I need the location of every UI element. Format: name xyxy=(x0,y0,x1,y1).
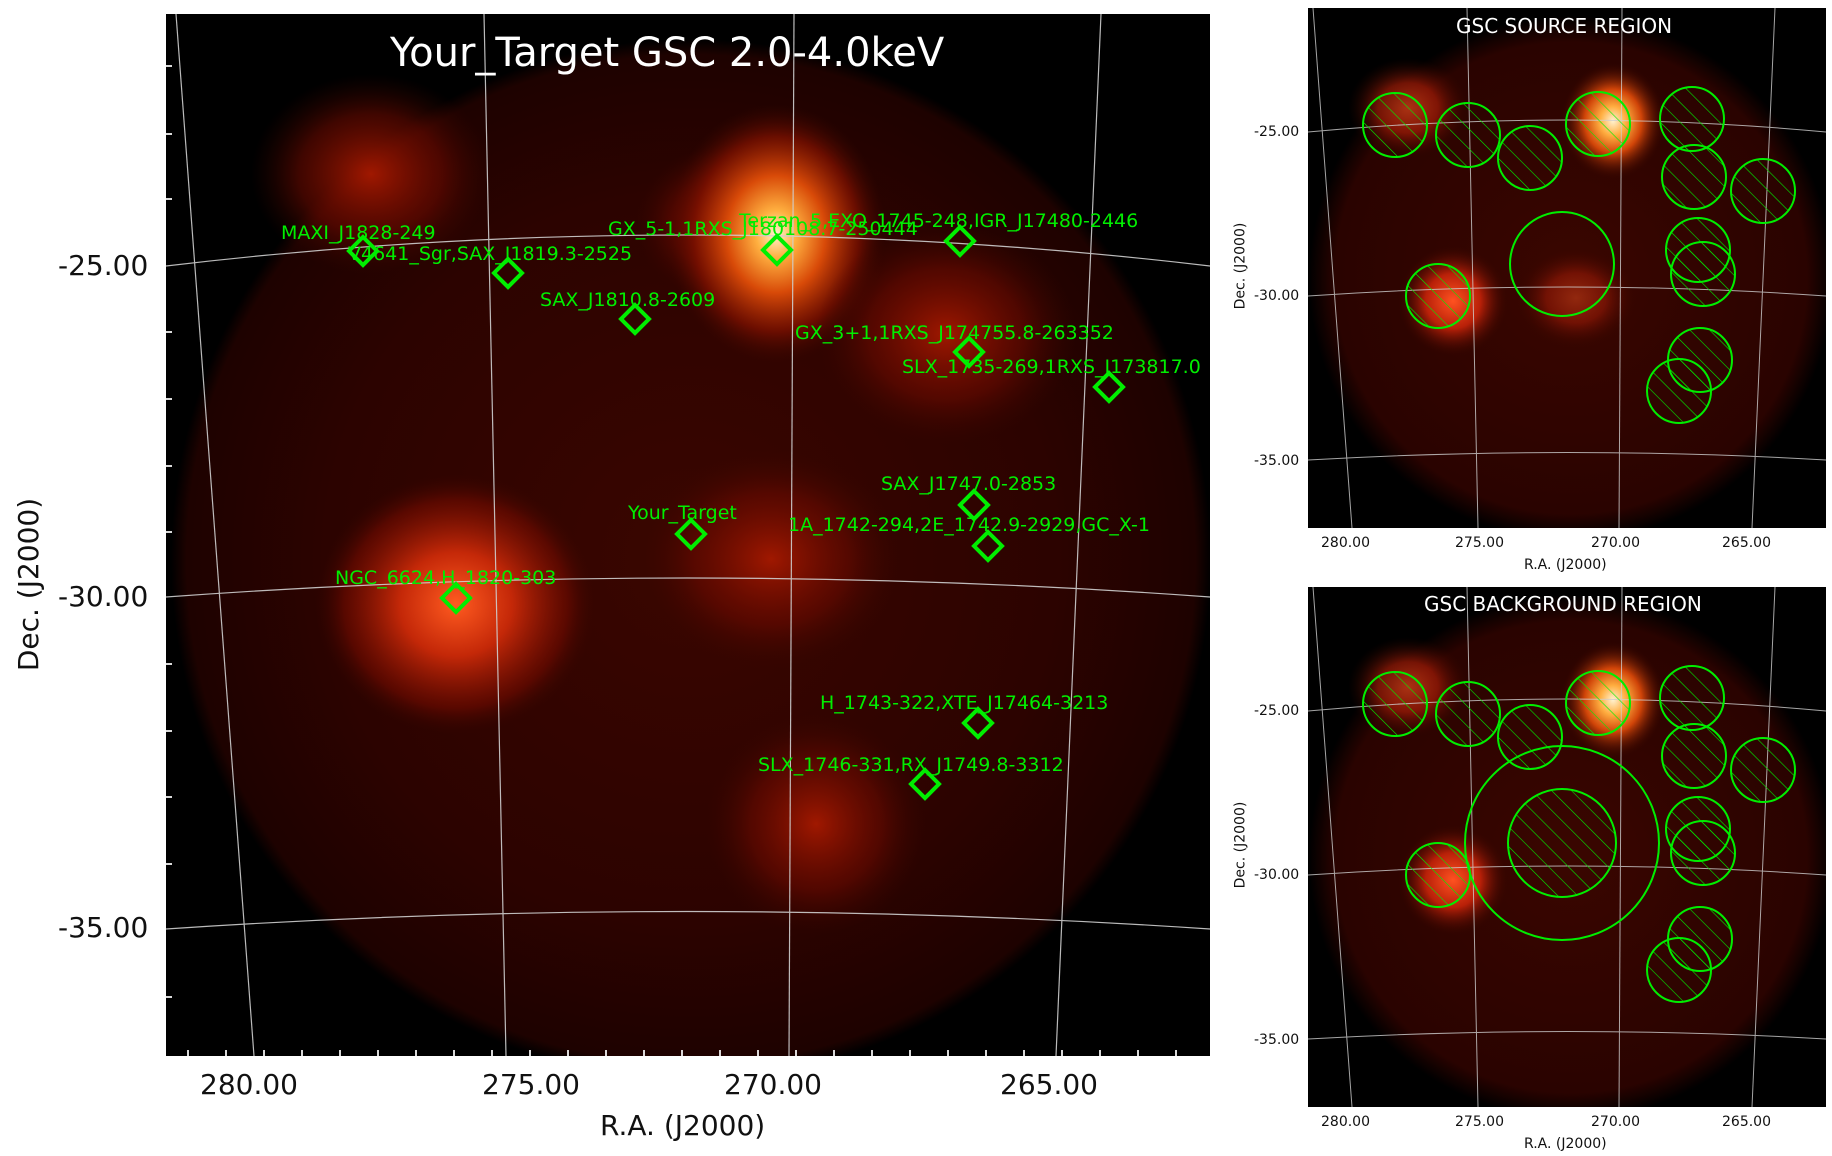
background-region-image xyxy=(1308,587,1826,1107)
y-tick-label: -25.00 xyxy=(1254,703,1300,719)
source-label: SLX_1735-269,1RXS_J173817.0 xyxy=(902,356,1201,378)
y-tick-label: -30.00 xyxy=(58,580,149,613)
source-region-image xyxy=(1308,8,1826,528)
x-tick-label: 270.00 xyxy=(724,1068,822,1101)
source-marker xyxy=(961,706,995,740)
source-label: GX_5-1,1RXS_J180108.7-250444 xyxy=(608,218,918,240)
y-tick-label: -30.00 xyxy=(1254,867,1300,883)
x-tick-label: 265.00 xyxy=(1722,535,1771,551)
x-tick-label: 280.00 xyxy=(1321,535,1370,551)
main-sky-map: MAXI_J1828-249 V4641_Sgr,SAX_J1819.3-252… xyxy=(166,14,1210,1056)
main-title: Your_Target GSC 2.0-4.0keV xyxy=(390,30,945,76)
source-label: Terzan_5,EXO_1745-248,IGR_J17480-2446 xyxy=(738,210,1138,232)
background-panel-title: GSC BACKGROUND REGION xyxy=(1424,592,1702,616)
y-tick-label: -35.00 xyxy=(1254,453,1300,469)
x-tick-label: 270.00 xyxy=(1591,1114,1640,1130)
background-region-map xyxy=(1308,587,1826,1107)
coordinate-grid xyxy=(166,14,1210,1056)
y-tick-label: -35.00 xyxy=(1254,1032,1300,1048)
exclusion-circle xyxy=(1405,263,1471,329)
source-label: 1A_1742-294,2E_1742.9-2929,GC_X-1 xyxy=(788,514,1150,536)
exclusion-circle xyxy=(1659,86,1725,152)
source-panel-title: GSC SOURCE REGION xyxy=(1456,14,1673,38)
exclusion-circle xyxy=(1646,358,1712,424)
x-tick-label: 280.00 xyxy=(200,1068,298,1101)
source-markers xyxy=(346,224,1126,801)
exclusion-circle xyxy=(1497,125,1563,191)
exclusion-circle xyxy=(1730,158,1796,224)
exclusion-circle xyxy=(1362,671,1428,737)
source-marker xyxy=(491,256,525,290)
y-axis-label: Dec. (J2000) xyxy=(12,497,46,672)
source-label: V4641_Sgr,SAX_J1819.3-2525 xyxy=(348,243,632,265)
y-tick-label: -25.00 xyxy=(58,249,149,282)
x-tick-label: 275.00 xyxy=(482,1068,580,1101)
x-tick-label: 275.00 xyxy=(1455,535,1504,551)
source-label: Your_Target xyxy=(627,502,737,524)
main-sky-image: MAXI_J1828-249 V4641_Sgr,SAX_J1819.3-252… xyxy=(166,14,1210,1056)
exclusion-circle xyxy=(1405,842,1471,908)
x-tick-label: 280.00 xyxy=(1321,1114,1370,1130)
source-label: H_1743-322,XTE_J17464-3213 xyxy=(820,692,1108,714)
x-tick-label: 265.00 xyxy=(1000,1068,1098,1101)
exclusion-circle xyxy=(1497,704,1563,770)
exclusion-circle xyxy=(1507,788,1617,898)
source-marker xyxy=(908,767,942,801)
source-marker xyxy=(1092,370,1126,404)
x-axis-label: R.A. (J2000) xyxy=(1524,1136,1607,1152)
source-marker xyxy=(618,302,652,336)
exclusion-circle xyxy=(1730,737,1796,803)
exclusion-circle xyxy=(1670,241,1736,307)
source-label: SAX_J1747.0-2853 xyxy=(881,473,1056,495)
y-tick-label: -25.00 xyxy=(1254,124,1300,140)
source-label: NGC_6624,H_1820-303 xyxy=(335,567,556,589)
exclusion-circle xyxy=(1435,681,1501,747)
source-region-map xyxy=(1308,8,1826,528)
exclusion-circle xyxy=(1362,92,1428,158)
exclusion-circle xyxy=(1565,670,1631,736)
source-marker xyxy=(674,517,708,551)
y-axis-label: Dec. (J2000) xyxy=(1232,222,1249,310)
y-tick-label: -35.00 xyxy=(58,911,149,944)
exclusion-circle xyxy=(1565,91,1631,157)
x-axis-label: R.A. (J2000) xyxy=(600,1109,766,1142)
background-annulus-outer xyxy=(1464,745,1660,941)
source-marker xyxy=(346,234,380,268)
exclusion-regions xyxy=(1362,665,1796,1003)
source-label: MAXI_J1828-249 xyxy=(281,222,436,244)
exclusion-circle xyxy=(1646,937,1712,1003)
x-axis-label: R.A. (J2000) xyxy=(1524,557,1607,573)
x-tick-label: 275.00 xyxy=(1455,1114,1504,1130)
exclusion-regions xyxy=(1362,86,1796,424)
exclusion-circle xyxy=(1661,144,1727,210)
source-label: SAX_J1810.8-2609 xyxy=(540,289,715,311)
source-marker xyxy=(439,581,473,615)
source-marker xyxy=(957,488,991,522)
exclusion-circle xyxy=(1659,665,1725,731)
exclusion-circle xyxy=(1670,820,1736,886)
source-marker xyxy=(760,233,794,267)
source-marker xyxy=(952,335,986,369)
source-label: GX_3+1,1RXS_J174755.8-263352 xyxy=(795,322,1114,344)
y-tick-label: -30.00 xyxy=(1254,288,1300,304)
exclusion-circle xyxy=(1435,102,1501,168)
source-marker xyxy=(943,224,977,258)
source-region-circle xyxy=(1509,211,1615,317)
source-marker xyxy=(971,529,1005,563)
source-label: SLX_1746-331,RX_J1749.8-3312 xyxy=(758,754,1064,776)
x-tick-label: 270.00 xyxy=(1591,535,1640,551)
y-axis-label: Dec. (J2000) xyxy=(1232,801,1249,889)
x-tick-label: 265.00 xyxy=(1722,1114,1771,1130)
exclusion-circle xyxy=(1661,723,1727,789)
frame-ticks xyxy=(166,65,1177,1056)
